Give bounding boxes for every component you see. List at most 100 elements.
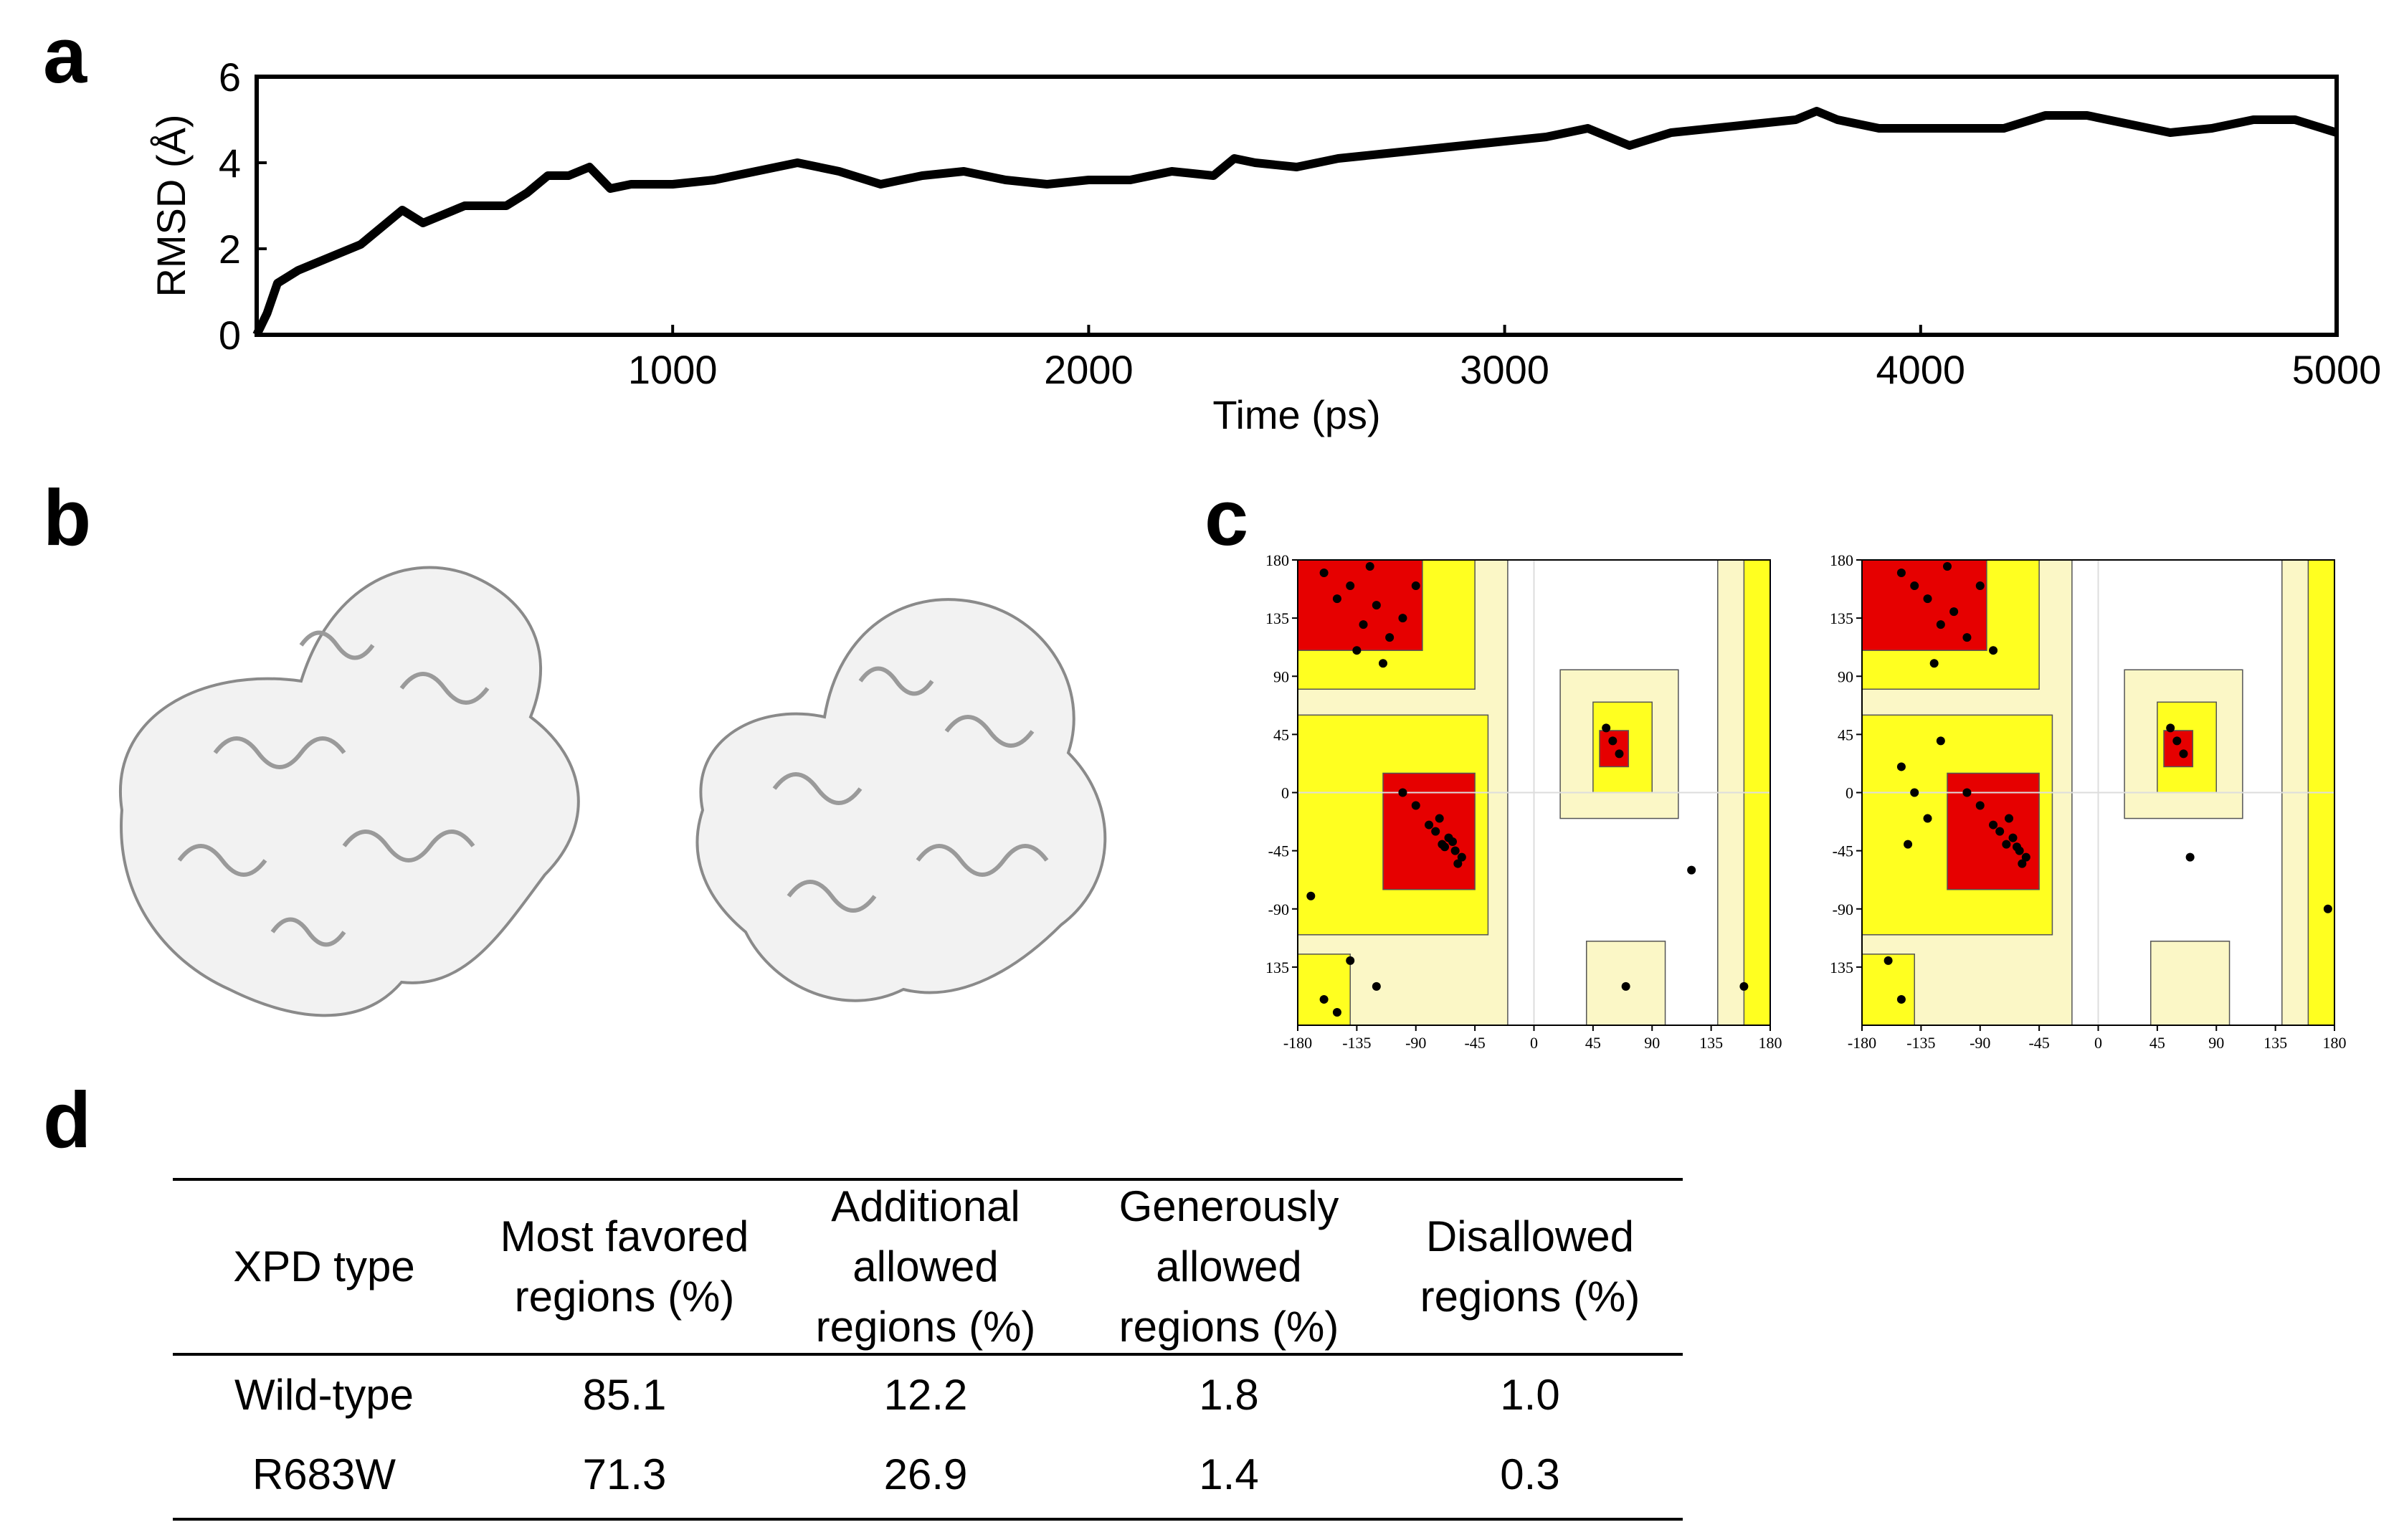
point xyxy=(1962,788,1972,797)
x-axis-title: Time (ps) xyxy=(1212,392,1380,437)
point xyxy=(1372,601,1381,610)
point xyxy=(2172,736,2182,746)
x-tick-label: 45 xyxy=(1585,1034,1601,1052)
y-axis-title: RMSD (Å) xyxy=(148,114,194,297)
x-tick-label: 180 xyxy=(1759,1034,1782,1052)
point xyxy=(1352,646,1362,655)
table-cell: 12.2 xyxy=(884,1371,968,1419)
table-header: Most favored xyxy=(500,1212,749,1260)
point xyxy=(1457,852,1466,862)
table-header: Additional xyxy=(831,1182,1020,1230)
x-tick-label: 90 xyxy=(2208,1034,2224,1052)
x-tick-label: 45 xyxy=(2149,1034,2165,1052)
x-tick-label: 135 xyxy=(2263,1034,2287,1052)
x-tick-label: -45 xyxy=(2028,1034,2049,1052)
x-tick-label: -90 xyxy=(1970,1034,1990,1052)
point xyxy=(1306,891,1316,900)
y-tick-label: -90 xyxy=(1833,900,1853,918)
data-line xyxy=(252,107,2338,337)
point xyxy=(1346,956,1355,965)
region xyxy=(1297,559,1423,651)
region xyxy=(1297,954,1351,1026)
point xyxy=(1989,646,1998,655)
point xyxy=(1431,827,1440,836)
point xyxy=(1448,837,1458,847)
region xyxy=(1585,941,1666,1026)
point xyxy=(2179,749,2188,759)
x-tick-label: -180 xyxy=(1848,1034,1876,1052)
point xyxy=(1621,981,1630,991)
point xyxy=(2013,842,2022,852)
y-tick-label: 180 xyxy=(1830,551,1853,569)
point xyxy=(2323,904,2332,913)
x-tick-label: 0 xyxy=(1530,1034,1538,1052)
y-tick-label: 135 xyxy=(1830,959,1853,976)
x-tick-label: -90 xyxy=(1405,1034,1426,1052)
table-header: allowed xyxy=(1156,1242,1301,1291)
point xyxy=(1332,1007,1341,1017)
point xyxy=(1923,814,1932,823)
point xyxy=(1949,607,1959,617)
point xyxy=(2008,833,2018,842)
table-header: regions (%) xyxy=(515,1273,735,1321)
point xyxy=(1398,788,1407,797)
y-tick-label: -45 xyxy=(1268,842,1289,860)
table-header: regions (%) xyxy=(816,1303,1036,1351)
y-tick-label: 45 xyxy=(1838,726,1853,743)
point xyxy=(1425,820,1434,830)
point xyxy=(1385,633,1395,642)
x-tick-label: 180 xyxy=(2323,1034,2347,1052)
point xyxy=(1450,846,1460,855)
table-header: Disallowed xyxy=(1426,1212,1634,1260)
table-cell: 71.3 xyxy=(583,1450,667,1498)
point xyxy=(1411,801,1420,810)
point xyxy=(2021,852,2030,862)
point xyxy=(1910,788,1919,797)
point xyxy=(1975,581,1985,591)
y-tick-label: 135 xyxy=(1265,609,1289,627)
point xyxy=(1398,614,1407,623)
x-tick-label: -45 xyxy=(1464,1034,1485,1052)
y-tick-label: -90 xyxy=(1268,900,1289,918)
point xyxy=(1883,956,1893,965)
region xyxy=(1947,772,2040,890)
point xyxy=(1435,814,1444,823)
table-header: Generously xyxy=(1119,1182,1339,1230)
y-tick-label: 6 xyxy=(219,54,241,100)
region xyxy=(1382,772,1476,890)
point xyxy=(1372,981,1381,991)
x-tick-label: -135 xyxy=(1342,1034,1371,1052)
table-header: regions (%) xyxy=(1420,1273,1640,1321)
y-tick-label: 90 xyxy=(1273,667,1289,685)
y-tick-label: 0 xyxy=(219,313,241,358)
point xyxy=(1962,633,1972,642)
region xyxy=(1861,954,1915,1026)
y-tick-label: 4 xyxy=(219,141,241,186)
point xyxy=(1365,562,1374,571)
point xyxy=(1910,581,1919,591)
y-tick-label: 2 xyxy=(219,227,241,272)
table-header: XPD type xyxy=(233,1242,414,1291)
x-tick-label: 4000 xyxy=(1876,347,1966,392)
point xyxy=(1942,562,1952,571)
y-tick-label: 135 xyxy=(1265,959,1289,976)
point xyxy=(1453,859,1463,868)
table-cell: 26.9 xyxy=(884,1450,968,1498)
x-tick-label: 1000 xyxy=(628,347,718,392)
table-header: regions (%) xyxy=(1119,1303,1339,1351)
point xyxy=(1936,620,1945,629)
region xyxy=(2149,941,2231,1026)
point xyxy=(1608,736,1617,746)
x-tick-label: -135 xyxy=(1906,1034,1935,1052)
x-tick-label: 2000 xyxy=(1044,347,1134,392)
x-tick-label: 135 xyxy=(1699,1034,1723,1052)
point xyxy=(1929,659,1939,668)
table-cell: 1.4 xyxy=(1199,1450,1258,1498)
table-cell: 0.3 xyxy=(1500,1450,1559,1498)
point xyxy=(1440,842,1450,852)
point xyxy=(2185,852,2195,862)
point xyxy=(1411,581,1420,591)
plot-frame xyxy=(255,75,2339,337)
panel-label: a xyxy=(43,11,87,100)
